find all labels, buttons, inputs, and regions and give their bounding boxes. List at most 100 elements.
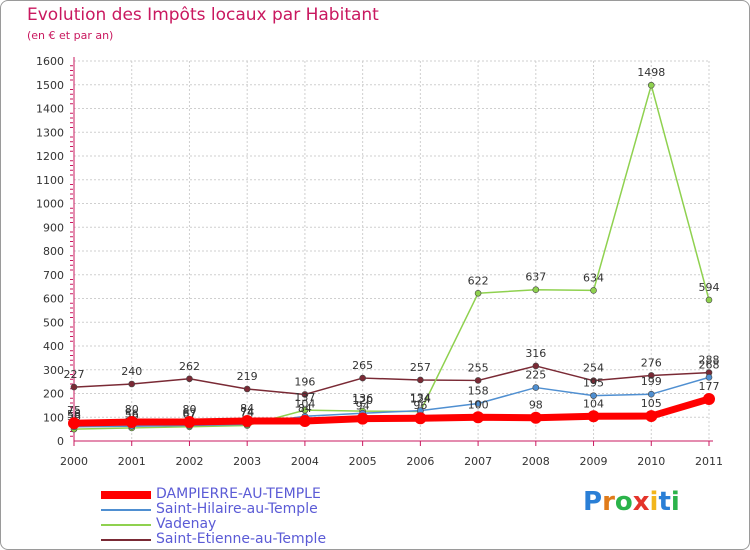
data-point xyxy=(186,375,193,383)
data-point xyxy=(472,411,485,424)
data-label: 120 xyxy=(352,394,373,407)
logo-letter: r xyxy=(602,487,615,517)
data-point xyxy=(590,392,597,399)
data-point xyxy=(414,412,427,425)
data-label: 136 xyxy=(352,392,373,405)
data-label: 84 xyxy=(298,402,312,415)
legend-swatch xyxy=(101,508,151,511)
data-label: 257 xyxy=(410,361,431,374)
data-label: 265 xyxy=(352,359,373,372)
data-point xyxy=(587,410,600,423)
data-label: 80 xyxy=(182,403,196,416)
data-label: 225 xyxy=(525,369,546,382)
y-tick-label: 1600 xyxy=(36,55,64,68)
data-point xyxy=(301,391,309,398)
legend-item: Saint-Etienne-au-Temple xyxy=(101,532,326,547)
data-label: 158 xyxy=(468,384,489,397)
data-point xyxy=(125,416,138,428)
data-label: 94 xyxy=(356,400,370,413)
legend-swatch xyxy=(101,538,151,541)
y-tick-label: 1300 xyxy=(36,126,64,139)
data-point xyxy=(359,374,366,382)
series-line xyxy=(73,84,710,430)
data-point xyxy=(128,380,136,388)
y-tick-label: 900 xyxy=(43,221,64,234)
data-point xyxy=(532,384,540,391)
data-label: 124 xyxy=(410,393,431,406)
legend-item: DAMPIERRE-AU-TEMPLE xyxy=(101,487,326,502)
y-tick-label: 600 xyxy=(43,293,64,306)
data-label: 196 xyxy=(294,375,315,388)
legend-label: Saint-Etienne-au-Temple xyxy=(156,531,327,547)
data-point xyxy=(474,289,482,297)
y-tick-label: 0 xyxy=(57,435,64,448)
data-label: 622 xyxy=(468,274,489,287)
legend-item: Vadenay xyxy=(101,517,326,532)
y-tick-label: 1000 xyxy=(36,198,64,211)
data-label: 240 xyxy=(121,365,142,378)
data-label: 316 xyxy=(525,347,546,360)
data-point xyxy=(241,415,254,428)
x-tick-label: 2003 xyxy=(233,455,261,468)
data-label: 134 xyxy=(410,392,431,405)
logo-letter: t xyxy=(658,487,671,517)
x-tick-label: 2006 xyxy=(406,455,434,468)
data-point xyxy=(532,286,540,294)
data-point xyxy=(474,377,482,384)
data-label: 594 xyxy=(699,281,720,294)
data-label: 56 xyxy=(125,407,139,420)
data-label: 262 xyxy=(179,360,200,373)
data-label: 58 xyxy=(67,408,81,421)
y-tick-label: 800 xyxy=(43,245,64,258)
data-label: 96 xyxy=(413,399,427,412)
data-label: 98 xyxy=(529,399,543,412)
x-tick-label: 2010 xyxy=(637,455,665,468)
y-tick-label: 700 xyxy=(43,269,64,282)
legend-item: Saint-Hilaire-au-Temple xyxy=(101,502,326,517)
logo-letter: o xyxy=(614,487,633,517)
data-label: 74 xyxy=(240,405,254,418)
data-label: 137 xyxy=(294,391,315,404)
x-tick-label: 2007 xyxy=(464,455,492,468)
data-label: 105 xyxy=(641,397,662,410)
legend-label: Saint-Hilaire-au-Temple xyxy=(156,501,318,517)
data-label: 255 xyxy=(468,361,489,374)
data-point xyxy=(705,374,713,381)
data-label: 199 xyxy=(641,375,662,388)
x-tick-label: 2011 xyxy=(695,455,723,468)
data-point xyxy=(590,377,597,384)
series-line xyxy=(73,395,710,427)
data-point xyxy=(243,385,251,393)
data-point xyxy=(70,383,78,391)
logo-letter: i xyxy=(649,487,659,517)
chart-title: Evolution des Impôts locaux par Habitant xyxy=(27,5,379,25)
logo-letter: x xyxy=(632,487,650,517)
series-line xyxy=(73,365,710,396)
y-tick-label: 100 xyxy=(43,411,64,424)
y-tick-label: 1100 xyxy=(36,174,64,187)
data-point xyxy=(705,296,713,304)
data-point xyxy=(590,287,597,294)
legend-label: DAMPIERRE-AU-TEMPLE xyxy=(156,486,321,502)
data-point xyxy=(417,376,424,384)
y-tick-label: 1400 xyxy=(36,103,64,116)
data-point xyxy=(356,412,369,425)
data-label: 104 xyxy=(294,397,315,410)
chart-legend: DAMPIERRE-AU-TEMPLE Saint-Hilaire-au-Temp… xyxy=(101,487,326,547)
data-label: 268 xyxy=(699,358,720,371)
chart-subtitle: (en € et par an) xyxy=(27,29,114,42)
data-label: 177 xyxy=(699,380,720,393)
data-point xyxy=(529,411,542,424)
data-point xyxy=(532,362,540,370)
data-label: 104 xyxy=(583,397,604,410)
y-tick-label: 300 xyxy=(43,364,64,377)
data-point xyxy=(68,417,80,430)
data-point xyxy=(183,416,196,428)
data-point xyxy=(647,81,655,89)
proxiti-logo: Proxiti xyxy=(583,487,680,517)
y-tick-label: 1500 xyxy=(36,79,64,92)
legend-swatch xyxy=(101,490,151,499)
data-point xyxy=(647,372,655,379)
legend-label: Vadenay xyxy=(156,516,217,532)
x-tick-label: 2008 xyxy=(522,455,550,468)
